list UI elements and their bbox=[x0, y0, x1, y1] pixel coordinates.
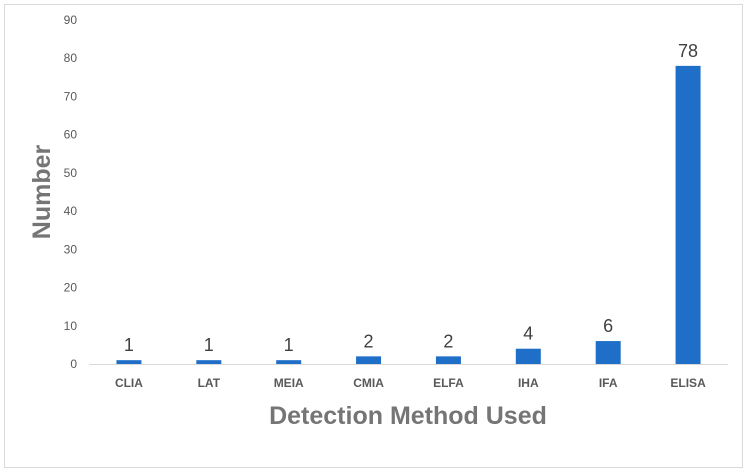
bar-cmia bbox=[356, 356, 382, 364]
bar-clia bbox=[116, 360, 142, 364]
y-axis-title: Number bbox=[28, 145, 56, 240]
y-tick-label: 60 bbox=[64, 128, 78, 142]
bars bbox=[116, 65, 701, 364]
bar-iha bbox=[515, 348, 541, 364]
data-label-iha: 4 bbox=[523, 324, 533, 344]
y-tick-label: 0 bbox=[70, 357, 77, 371]
bar-lat bbox=[196, 360, 222, 364]
y-tick-label: 90 bbox=[64, 13, 78, 27]
y-axis-ticks: 0 10 20 30 40 50 60 70 80 90 bbox=[64, 13, 78, 371]
x-tick-label-iha: IHA bbox=[518, 376, 539, 390]
bar-meia bbox=[276, 360, 302, 364]
x-tick-label-ifa: IFA bbox=[599, 376, 618, 390]
data-labels: 1 1 1 2 2 4 6 78 bbox=[124, 41, 698, 355]
data-label-elisa: 78 bbox=[678, 41, 698, 61]
y-tick-label: 10 bbox=[64, 319, 78, 333]
bar-elfa bbox=[435, 356, 461, 364]
y-tick-label: 50 bbox=[64, 166, 78, 180]
y-tick-label: 20 bbox=[64, 281, 78, 295]
y-tick-label: 30 bbox=[64, 242, 78, 256]
y-tick-label: 70 bbox=[64, 89, 78, 103]
bar-ifa bbox=[595, 341, 621, 364]
data-label-meia: 1 bbox=[284, 335, 294, 355]
data-label-clia: 1 bbox=[124, 335, 134, 355]
x-tick-label-lat: LAT bbox=[198, 376, 221, 390]
data-label-cmia: 2 bbox=[364, 331, 374, 351]
x-tick-label-clia: CLIA bbox=[115, 376, 143, 390]
x-tick-label-meia: MEIA bbox=[274, 376, 304, 390]
data-label-lat: 1 bbox=[204, 335, 214, 355]
bar-elisa bbox=[675, 65, 701, 364]
y-tick-label: 80 bbox=[64, 51, 78, 65]
chart-frame bbox=[4, 4, 743, 468]
data-label-ifa: 6 bbox=[603, 316, 613, 336]
x-tick-label-elfa: ELFA bbox=[433, 376, 464, 390]
x-axis-title: Detection Method Used bbox=[269, 402, 547, 430]
data-label-elfa: 2 bbox=[443, 331, 453, 351]
x-axis-ticks: CLIA LAT MEIA CMIA ELFA IHA IFA ELISA bbox=[115, 376, 706, 390]
y-tick-label: 40 bbox=[64, 204, 78, 218]
x-tick-label-cmia: CMIA bbox=[353, 376, 384, 390]
x-tick-label-elisa: ELISA bbox=[670, 376, 706, 390]
